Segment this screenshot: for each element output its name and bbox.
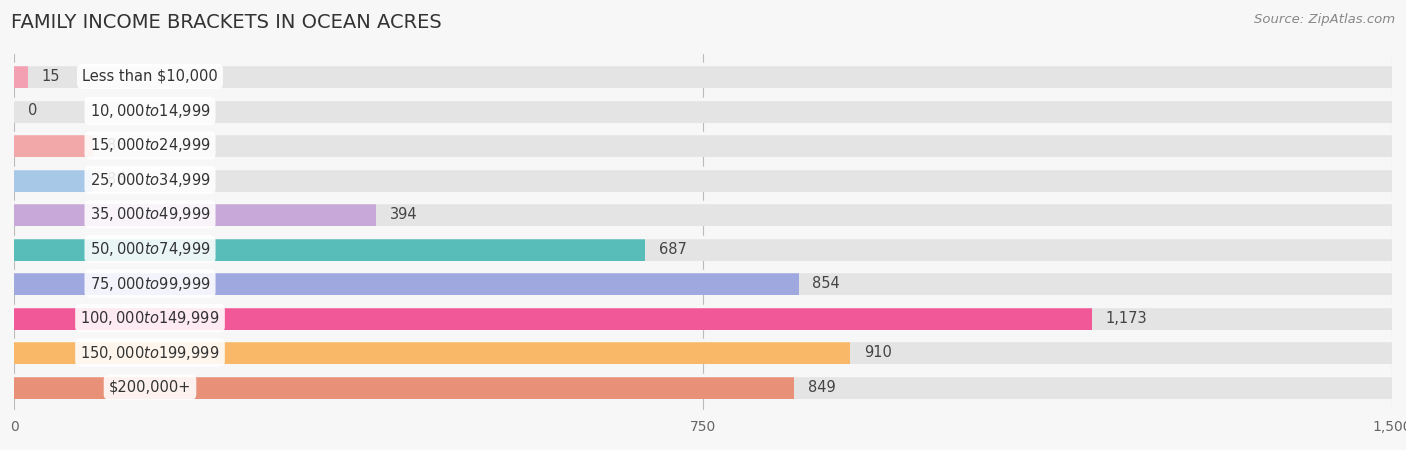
Bar <box>14 203 375 226</box>
Bar <box>14 168 1392 192</box>
Bar <box>14 99 1392 123</box>
Text: $10,000 to $14,999: $10,000 to $14,999 <box>90 102 211 120</box>
Text: $25,000 to $34,999: $25,000 to $34,999 <box>90 171 211 189</box>
Bar <box>14 341 851 364</box>
Bar <box>14 375 794 399</box>
Text: Less than $10,000: Less than $10,000 <box>82 69 218 84</box>
Text: $100,000 to $149,999: $100,000 to $149,999 <box>80 309 219 327</box>
Bar <box>14 168 93 192</box>
Bar <box>14 272 799 295</box>
Text: $15,000 to $24,999: $15,000 to $24,999 <box>90 136 211 154</box>
Text: $200,000+: $200,000+ <box>108 379 191 395</box>
Bar <box>14 272 1392 295</box>
Bar <box>14 306 1392 330</box>
Text: 854: 854 <box>813 276 839 291</box>
Bar <box>14 341 1392 364</box>
Text: 394: 394 <box>389 207 418 222</box>
Text: $50,000 to $74,999: $50,000 to $74,999 <box>90 240 211 258</box>
Bar <box>14 375 1392 399</box>
Text: 687: 687 <box>659 242 686 256</box>
Bar <box>14 65 1392 88</box>
Bar <box>14 306 1091 330</box>
Text: 849: 849 <box>807 379 835 395</box>
Text: $150,000 to $199,999: $150,000 to $199,999 <box>80 343 219 361</box>
Text: 0: 0 <box>28 104 37 118</box>
Text: 1,173: 1,173 <box>1105 310 1147 325</box>
Bar <box>14 134 93 157</box>
Bar <box>14 203 1392 226</box>
Text: 15: 15 <box>42 69 60 84</box>
Bar <box>14 65 28 88</box>
Text: $75,000 to $99,999: $75,000 to $99,999 <box>90 274 211 292</box>
Bar <box>14 237 1392 261</box>
Bar <box>14 237 645 261</box>
Text: Source: ZipAtlas.com: Source: ZipAtlas.com <box>1254 14 1395 27</box>
Text: 86: 86 <box>107 138 125 153</box>
Text: $35,000 to $49,999: $35,000 to $49,999 <box>90 206 211 224</box>
Bar <box>14 134 1392 157</box>
Text: 86: 86 <box>107 172 125 188</box>
Text: 910: 910 <box>863 345 891 360</box>
Text: FAMILY INCOME BRACKETS IN OCEAN ACRES: FAMILY INCOME BRACKETS IN OCEAN ACRES <box>11 14 441 32</box>
